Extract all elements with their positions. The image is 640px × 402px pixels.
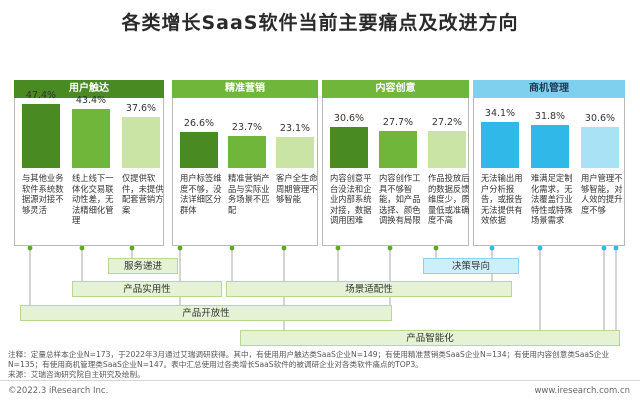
connector-dot bbox=[177, 245, 183, 251]
connector-dot bbox=[79, 245, 85, 251]
section-header: 用户触达 bbox=[14, 80, 164, 98]
pain-point-description: 作品投放后的数据反馈维度少，质量低或准确度不高 bbox=[428, 173, 470, 226]
bar bbox=[180, 132, 218, 168]
connector-dot bbox=[489, 245, 495, 251]
bar-value-label: 30.6% bbox=[584, 112, 616, 124]
section-header: 商机管理 bbox=[473, 80, 625, 98]
source-line: 来源：艾瑞咨询研究院自主研究及绘制。 bbox=[8, 370, 145, 379]
connector-dot bbox=[537, 245, 543, 251]
connector-dot bbox=[601, 245, 607, 251]
section-header: 内容创意 bbox=[322, 80, 469, 98]
connector-dot bbox=[387, 245, 393, 251]
connector-dot bbox=[129, 245, 135, 251]
bar-value-label: 23.7% bbox=[231, 122, 263, 133]
bar-value-label: 47.4% bbox=[25, 90, 57, 101]
pain-point-description: 用户标签维度不够，没法详细区分群体 bbox=[180, 173, 222, 215]
bar-value-label: 30.6% bbox=[333, 112, 365, 124]
connector-dot bbox=[27, 245, 33, 251]
pain-point-description: 难满足定制化需求，无法覆盖行业特性或特殊场景需求 bbox=[531, 173, 573, 226]
bar-value-label: 37.6% bbox=[125, 103, 157, 115]
bar-value-label: 27.7% bbox=[382, 116, 414, 128]
page-title: 各类增长SaaS软件当前主要痛点及改进方向 bbox=[121, 12, 519, 34]
pain-point-description: 仅提供软件，未提供配套营销方案 bbox=[122, 173, 164, 215]
bar bbox=[276, 136, 314, 168]
bar bbox=[22, 104, 60, 168]
bar bbox=[72, 109, 110, 168]
pain-point-description: 无法输出用户分析报告，或报告无法提供有效依据 bbox=[481, 173, 523, 226]
direction-product-openness: 产品开放性 bbox=[20, 305, 392, 321]
bar-value-label: 26.6% bbox=[183, 118, 215, 130]
bar-value-label: 43.4% bbox=[75, 95, 107, 107]
connector-dot bbox=[613, 245, 619, 251]
direction-service-progression: 服务递进 bbox=[108, 258, 178, 274]
pain-point-description: 线上线下一体化交易联动性差，无法精细化管理 bbox=[72, 173, 114, 226]
connector-dot bbox=[335, 245, 341, 251]
bar-value-label: 23.1% bbox=[279, 122, 311, 134]
footer-divider bbox=[0, 380, 640, 381]
bar-value-label: 27.2% bbox=[431, 117, 463, 129]
bar bbox=[531, 125, 569, 168]
bar bbox=[481, 121, 519, 168]
bar-value-label: 34.1% bbox=[484, 107, 516, 119]
pain-point-description: 客户全生命周期管理不够智能 bbox=[276, 173, 318, 205]
bar bbox=[228, 136, 266, 168]
connector-dot bbox=[229, 245, 235, 251]
direction-decision-oriented: 决策导向 bbox=[423, 258, 519, 274]
bar bbox=[122, 117, 160, 168]
bar-value-label: 31.8% bbox=[534, 111, 566, 123]
section-header: 精准营销 bbox=[172, 80, 318, 98]
note-line-1: 注释：定量总样本企业N=173，于2022年3月通过艾瑞调研获得。其中，有使用用… bbox=[8, 350, 610, 359]
pain-point-description: 内容创作工具不够智能，如产品选择、颜色调换有局限 bbox=[379, 173, 421, 226]
bar bbox=[330, 126, 368, 168]
bar bbox=[379, 130, 417, 168]
pain-point-description: 内容创意平台没法和企业内部系统对接，数据调用困难 bbox=[330, 173, 372, 226]
footer-website: www.iresearch.com.cn bbox=[534, 386, 630, 396]
bar bbox=[428, 131, 466, 168]
footer-copyright: ©2022.3 iResearch Inc. bbox=[8, 386, 109, 396]
pain-point-description: 与其他业务软件系统数据源对接不够灵活 bbox=[22, 173, 64, 215]
pain-point-description: 用户管理不够智能，对人效的提升度不够 bbox=[581, 173, 623, 215]
bar bbox=[581, 126, 619, 168]
direction-product-intelligence: 产品智能化 bbox=[240, 330, 620, 346]
direction-product-practicality: 产品实用性 bbox=[72, 281, 222, 297]
direction-scenario-adaptability: 场景适配性 bbox=[226, 281, 512, 297]
connector-dot bbox=[281, 245, 287, 251]
connector-dot bbox=[433, 245, 439, 251]
note-line-2: N=135；有使用商机管理类SaaS企业N=147。表中汇总使用过各类增长Saa… bbox=[8, 360, 423, 369]
pain-point-description: 精准营销产品与实际业务场景不匹配 bbox=[228, 173, 270, 215]
